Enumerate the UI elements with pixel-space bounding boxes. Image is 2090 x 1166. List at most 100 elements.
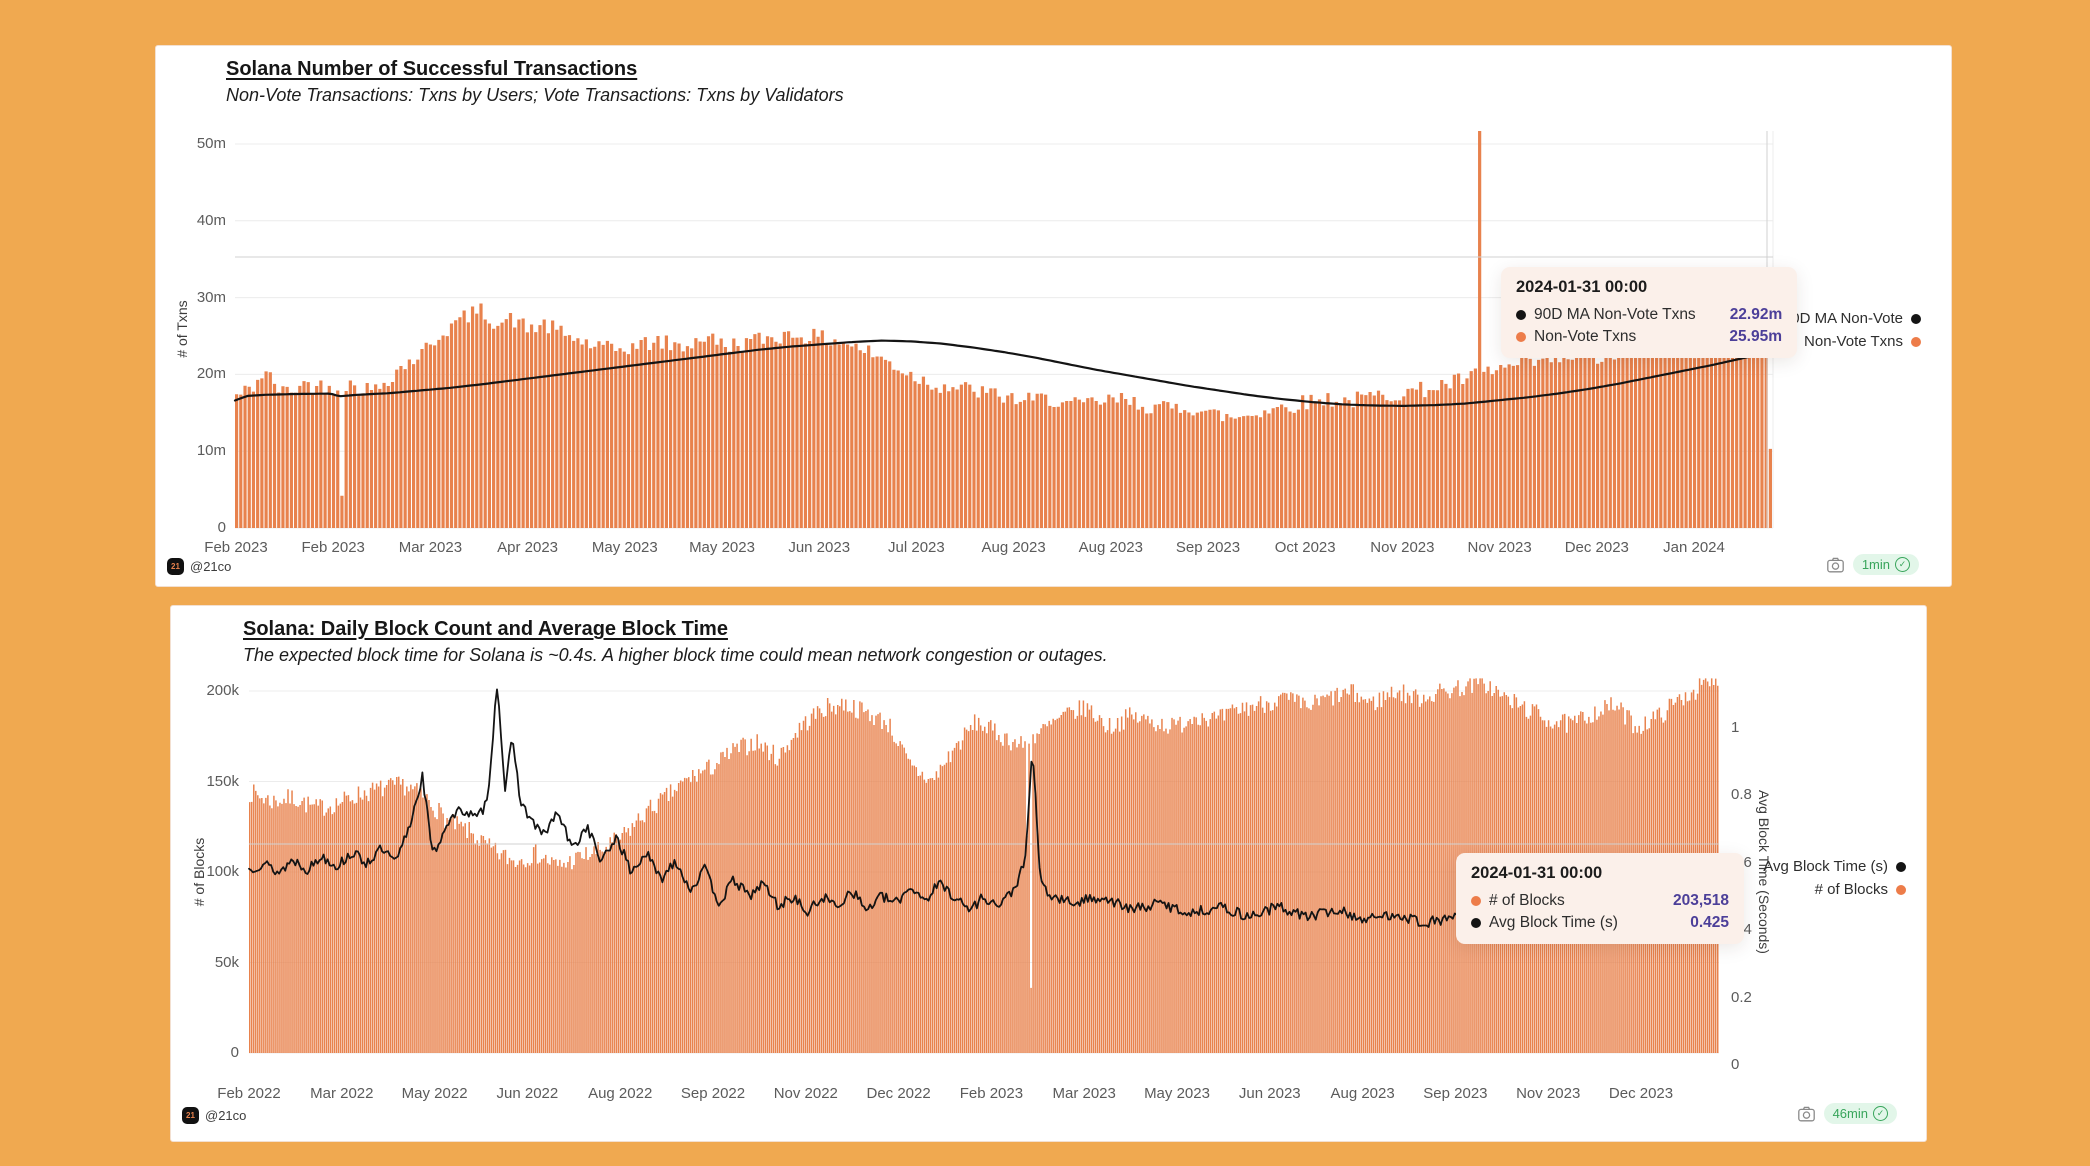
x-tick-label: Nov 2023 [1467,539,1532,556]
tooltip-series-value: 25.95m [1729,328,1782,345]
x-tick-label: May 2023 [689,539,755,556]
x-tick-label: Dec 2023 [1564,539,1629,556]
x-tick-label: Feb 2023 [204,539,268,556]
tooltip-series-dot [1516,332,1526,342]
y2-tick-label: 0.2 [1731,988,1752,1006]
legend-item[interactable]: Non-Vote Txns [1804,333,1921,350]
x-tick-label: Sep 2023 [1423,1085,1488,1102]
x-tick-label: May 2023 [1144,1085,1210,1102]
x-tick-label: Feb 2023 [959,1085,1024,1102]
x-tick-label: Aug 2023 [1078,539,1143,556]
y2-tick-label: 0.8 [1731,786,1752,804]
y-tick-label: 50k [214,953,239,971]
x-tick-label: Mar 2022 [310,1085,374,1102]
tooltip-series-label: 90D MA Non-Vote Txns [1534,306,1696,323]
y-tick-label: 0 [230,1044,239,1061]
legend-item[interactable]: # of Blocks [1815,881,1906,898]
legend-label: Avg Block Time (s) [1763,858,1888,875]
x-tick-label: Apr 2023 [497,539,559,556]
x-tick-label: Nov 2023 [1516,1085,1581,1102]
tooltip-row: 90D MA Non-Vote Txns 22.92m [1516,306,1782,324]
y-tick-label: 40m [196,211,226,229]
watermark-text: @21co [190,559,232,574]
x-tick-label: Aug 2023 [981,539,1046,556]
tooltip-series-value: 203,518 [1672,892,1729,909]
x-tick-label: Aug 2023 [1330,1085,1395,1102]
tooltip-series-value: 0.425 [1690,914,1729,931]
x-tick-label: Aug 2022 [588,1085,653,1102]
brand-21co-icon: 21 [167,558,184,575]
brand-21co-icon: 21 [182,1107,199,1124]
y-tick-label: 100k [206,863,239,880]
watermark: 21 @21co [182,1107,246,1124]
legend-label: # of Blocks [1814,881,1888,898]
tooltip-series-dot [1471,918,1481,928]
y-tick-label: 10m [196,442,226,460]
watermark-text: @21co [205,1108,247,1123]
check-icon: ✓ [1873,1106,1888,1121]
tooltip-series-value: 22.92m [1729,306,1783,323]
y-tick-label: 20m [196,365,226,383]
y-tick-label: 0 [217,519,226,536]
blocks-tooltip: 2024-01-31 00:00 # of Blocks 203,518 Avg B… [1456,853,1744,944]
check-icon: ✓ [1895,557,1910,572]
tooltip-date: 2024-01-31 00:00 [1471,864,1603,882]
bar-series[interactable] [249,678,1719,1053]
x-tick-label: Dec 2022 [866,1085,931,1102]
tooltip-row: Non-Vote Txns 25.95m [1516,328,1782,346]
legend-dot [1896,884,1906,895]
x-tick-label: May 2022 [401,1085,468,1102]
txns-chart-title[interactable]: Solana Number of Successful Transactions [226,58,638,80]
x-tick-label: Nov 2023 [1370,539,1435,556]
y-tick-label: 150k [206,772,239,790]
tooltip-series-dot [1471,896,1481,906]
legend-label: 90D MA Non-Vote [1782,310,1903,327]
txns-chart-subtitle: Non-Vote Transactions: Txns by Users; Vo… [226,85,844,105]
x-tick-label: Jan 2024 [1663,539,1725,556]
legend-dot [1896,861,1906,872]
refresh-badge[interactable]: 46min ✓ [1823,1103,1897,1124]
x-tick-label: Jun 2023 [788,539,851,556]
txns-legend: 90D MA Non-Vote Non-Vote Txns [1783,310,1921,350]
x-tick-label: Mar 2023 [398,539,463,556]
txns-tooltip: 2024-01-31 00:00 90D MA Non-Vote Txns 22.… [1501,267,1797,358]
legend-item[interactable]: Avg Block Time (s) [1763,858,1906,875]
x-tick-label: Mar 2023 [1052,1085,1116,1102]
x-tick-label: May 2023 [591,539,658,556]
bar-series[interactable] [235,130,1772,528]
x-tick-label: Dec 2023 [1608,1085,1674,1102]
camera-icon[interactable] [1826,557,1844,573]
refresh-badge[interactable]: 1min ✓ [1852,554,1919,575]
tooltip-series-label: # of Blocks [1489,892,1565,909]
tooltip-series-label: Non-Vote Txns [1534,328,1637,345]
legend-dot [1911,336,1921,347]
tooltip-series-dot [1516,310,1526,320]
camera-icon[interactable] [1797,1106,1815,1122]
blocks-legend: Avg Block Time (s) # of Blocks [1763,858,1906,898]
tooltip-row: Avg Block Time (s) 0.425 [1471,914,1729,932]
tooltip-date: 2024-01-31 00:00 [1516,278,1648,296]
y-tick-label: 30m [196,288,226,306]
x-tick-label: Oct 2023 [1274,539,1336,556]
x-tick-label: Sep 2022 [680,1085,746,1102]
tooltip-series-label: Avg Block Time (s) [1489,914,1618,931]
x-tick-label: Nov 2022 [773,1085,838,1102]
refresh-badge-text: 46min [1832,1106,1868,1121]
legend-item[interactable]: 90D MA Non-Vote [1783,310,1921,327]
legend-label: Non-Vote Txns [1804,333,1903,350]
watermark: 21 @21co [167,558,231,575]
legend-dot [1911,313,1921,324]
blocks-chart-title[interactable]: Solana: Daily Block Count and Average Bl… [243,618,728,640]
x-tick-label: Jun 2022 [496,1085,559,1102]
x-tick-label: Feb 2022 [217,1085,281,1102]
y2-tick-label: 1 [1731,719,1740,736]
x-tick-label: Sep 2023 [1175,539,1241,556]
refresh-badge-text: 1min [1861,557,1890,572]
blocks-chart-subtitle: The expected block time for Solana is ~0… [243,645,1108,665]
y2-tick-label: 0 [1731,1056,1740,1073]
tooltip-row: # of Blocks 203,518 [1471,892,1729,910]
y-tick-label: 200k [206,682,239,699]
line-series[interactable] [233,339,1775,407]
txns-chart-card: Solana Number of Successful Transactions… [155,45,1952,587]
